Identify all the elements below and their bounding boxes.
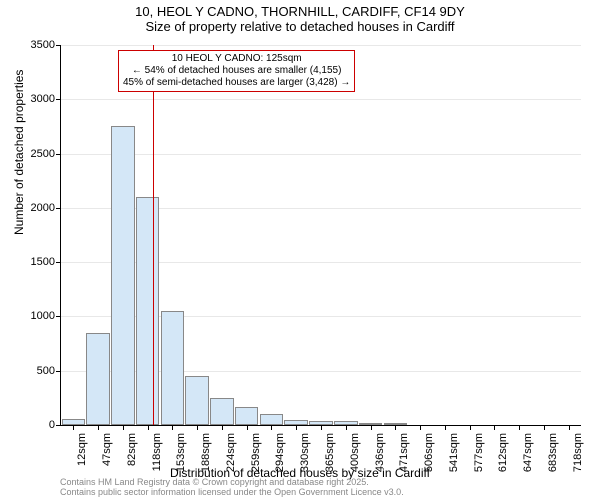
xtick-mark <box>123 425 124 430</box>
xtick-mark <box>470 425 471 430</box>
histogram-bar <box>86 333 110 425</box>
ytick-label: 0 <box>5 419 55 431</box>
xtick-mark <box>445 425 446 430</box>
ytick-mark <box>56 316 61 317</box>
plot-area <box>60 45 581 426</box>
ytick-mark <box>56 425 61 426</box>
xtick-mark <box>98 425 99 430</box>
footer-line2: Contains public sector information licen… <box>60 488 404 498</box>
callout-line1: 10 HEOL Y CADNO: 125sqm <box>123 53 350 65</box>
histogram-bar <box>161 311 185 425</box>
ytick-label: 500 <box>5 365 55 377</box>
ytick-mark <box>56 99 61 100</box>
xtick-mark <box>346 425 347 430</box>
callout-line3: 45% of semi-detached houses are larger (… <box>123 77 350 89</box>
ytick-label: 2500 <box>5 148 55 160</box>
xtick-mark <box>247 425 248 430</box>
ytick-mark <box>56 262 61 263</box>
ytick-mark <box>56 45 61 46</box>
chart-title-main: 10, HEOL Y CADNO, THORNHILL, CARDIFF, CF… <box>0 4 600 19</box>
xtick-mark <box>395 425 396 430</box>
xtick-label: 47sqm <box>101 433 113 466</box>
ytick-mark <box>56 154 61 155</box>
ytick-label: 2000 <box>5 202 55 214</box>
histogram-bar <box>111 126 135 425</box>
callout-annotation: 10 HEOL Y CADNO: 125sqm ← 54% of detache… <box>118 50 355 92</box>
histogram-bar <box>260 414 284 425</box>
gridline <box>61 154 581 155</box>
xtick-mark <box>148 425 149 430</box>
xtick-mark <box>420 425 421 430</box>
xtick-mark <box>569 425 570 430</box>
histogram-bar <box>210 398 234 425</box>
xtick-mark <box>172 425 173 430</box>
footer-attribution: Contains HM Land Registry data © Crown c… <box>60 478 404 498</box>
marker-line <box>153 45 154 425</box>
xtick-mark <box>371 425 372 430</box>
xtick-mark <box>519 425 520 430</box>
xtick-mark <box>544 425 545 430</box>
gridline <box>61 99 581 100</box>
xtick-mark <box>271 425 272 430</box>
ytick-label: 3500 <box>5 39 55 51</box>
chart-container: 10, HEOL Y CADNO, THORNHILL, CARDIFF, CF… <box>0 0 600 500</box>
callout-line2: ← 54% of detached houses are smaller (4,… <box>123 65 350 77</box>
histogram-bar <box>235 407 259 425</box>
xtick-mark <box>296 425 297 430</box>
ytick-label: 1000 <box>5 310 55 322</box>
histogram-bar <box>185 376 209 425</box>
ytick-label: 3000 <box>5 93 55 105</box>
chart-title-sub: Size of property relative to detached ho… <box>0 19 600 34</box>
histogram-bar <box>136 197 160 425</box>
xtick-mark <box>73 425 74 430</box>
xtick-label: 12sqm <box>76 433 88 466</box>
xtick-mark <box>494 425 495 430</box>
ytick-mark <box>56 371 61 372</box>
xtick-mark <box>197 425 198 430</box>
xtick-label: 82sqm <box>126 433 138 466</box>
gridline <box>61 45 581 46</box>
ytick-label: 1500 <box>5 256 55 268</box>
xtick-mark <box>321 425 322 430</box>
xtick-mark <box>222 425 223 430</box>
ytick-mark <box>56 208 61 209</box>
